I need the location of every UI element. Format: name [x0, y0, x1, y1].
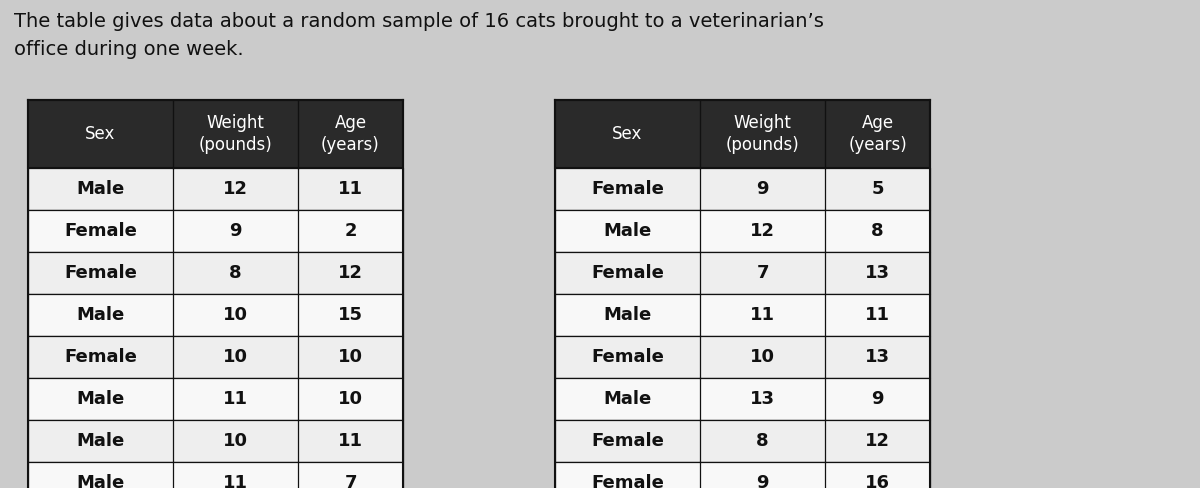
Text: Male: Male — [604, 222, 652, 240]
Bar — [28, 420, 403, 462]
Text: 11: 11 — [865, 306, 890, 324]
Bar — [554, 210, 930, 252]
Text: 8: 8 — [871, 222, 884, 240]
Text: Male: Male — [77, 474, 125, 488]
Text: 9: 9 — [229, 222, 241, 240]
Text: 9: 9 — [756, 474, 769, 488]
Bar — [554, 462, 930, 488]
Bar — [28, 336, 403, 378]
Text: 11: 11 — [338, 180, 364, 198]
Text: 16: 16 — [865, 474, 890, 488]
Bar — [28, 210, 403, 252]
Text: Female: Female — [64, 264, 137, 282]
Text: 10: 10 — [223, 306, 248, 324]
Text: 9: 9 — [871, 390, 883, 408]
Text: Female: Female — [592, 348, 664, 366]
Text: 7: 7 — [756, 264, 769, 282]
Text: Male: Male — [604, 306, 652, 324]
Text: Age
(years): Age (years) — [322, 114, 380, 154]
Text: 11: 11 — [338, 432, 364, 450]
Bar — [28, 378, 403, 420]
Bar — [28, 252, 403, 294]
Text: 10: 10 — [223, 432, 248, 450]
Text: Female: Female — [592, 180, 664, 198]
Text: Weight
(pounds): Weight (pounds) — [199, 114, 272, 154]
Bar — [554, 294, 930, 336]
Text: Female: Female — [592, 432, 664, 450]
Text: Male: Male — [77, 180, 125, 198]
Bar — [554, 168, 930, 210]
Text: 12: 12 — [223, 180, 248, 198]
Text: 2: 2 — [344, 222, 356, 240]
Text: 15: 15 — [338, 306, 364, 324]
Text: 8: 8 — [229, 264, 242, 282]
Text: 10: 10 — [338, 390, 364, 408]
Text: 11: 11 — [223, 474, 248, 488]
Text: Male: Male — [604, 390, 652, 408]
Text: 13: 13 — [750, 390, 775, 408]
Text: Age
(years): Age (years) — [848, 114, 907, 154]
Bar — [28, 168, 403, 210]
Bar — [554, 252, 930, 294]
Text: Male: Male — [77, 390, 125, 408]
Bar — [554, 336, 930, 378]
Text: Female: Female — [592, 474, 664, 488]
Text: 12: 12 — [338, 264, 364, 282]
Text: 10: 10 — [223, 348, 248, 366]
Text: Male: Male — [77, 306, 125, 324]
Text: Weight
(pounds): Weight (pounds) — [726, 114, 799, 154]
Text: The table gives data about a random sample of 16 cats brought to a veterinarian’: The table gives data about a random samp… — [14, 12, 824, 59]
Text: 12: 12 — [865, 432, 890, 450]
Text: 13: 13 — [865, 264, 890, 282]
Text: Female: Female — [592, 264, 664, 282]
Text: 8: 8 — [756, 432, 769, 450]
Bar — [28, 462, 403, 488]
Text: 11: 11 — [750, 306, 775, 324]
Text: Male: Male — [77, 432, 125, 450]
Bar — [28, 294, 403, 336]
Text: 10: 10 — [338, 348, 364, 366]
Text: 11: 11 — [223, 390, 248, 408]
Text: Female: Female — [64, 348, 137, 366]
Text: 5: 5 — [871, 180, 883, 198]
Bar — [554, 100, 930, 168]
Text: Sex: Sex — [85, 125, 115, 143]
Bar — [28, 100, 403, 168]
Text: Female: Female — [64, 222, 137, 240]
Text: 13: 13 — [865, 348, 890, 366]
Text: Sex: Sex — [612, 125, 643, 143]
Bar — [554, 420, 930, 462]
Text: 12: 12 — [750, 222, 775, 240]
Text: 9: 9 — [756, 180, 769, 198]
Text: 7: 7 — [344, 474, 356, 488]
Text: 10: 10 — [750, 348, 775, 366]
Bar — [554, 378, 930, 420]
